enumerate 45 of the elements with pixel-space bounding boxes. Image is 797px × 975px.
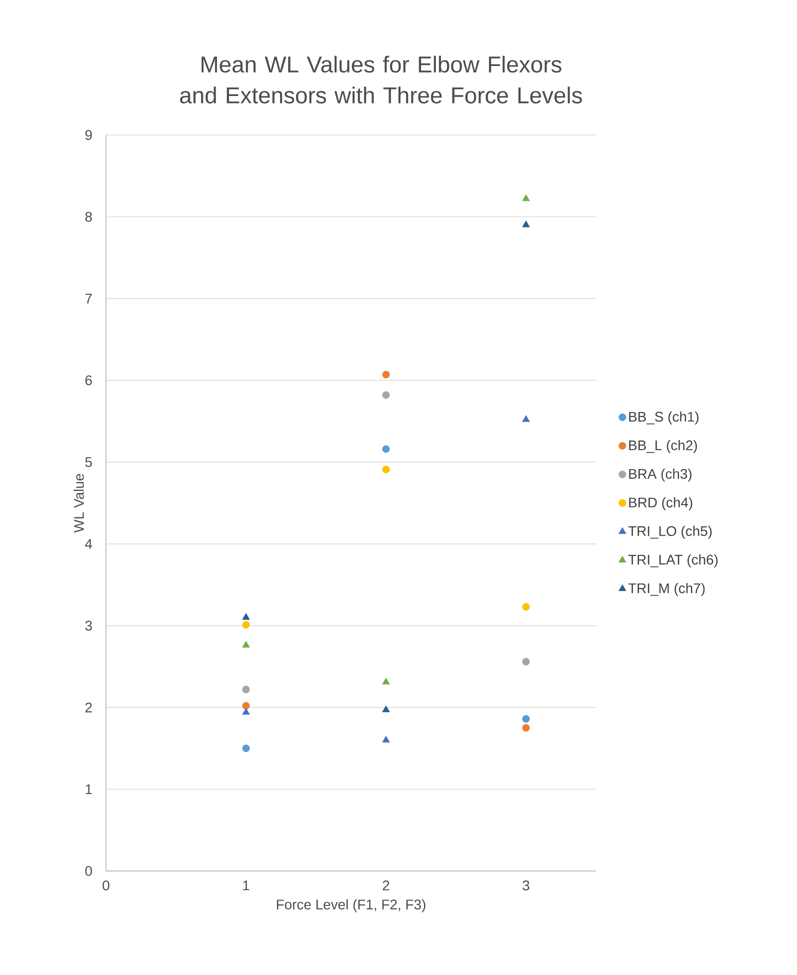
point <box>522 194 530 202</box>
point <box>522 724 530 732</box>
legend-label: TRI_M (ch7) <box>628 582 705 596</box>
y-tick-label: 8 <box>85 212 92 222</box>
point <box>522 603 530 611</box>
y-tick-label: 4 <box>85 539 92 549</box>
y-tick-label: 1 <box>86 784 92 794</box>
point <box>242 621 250 629</box>
point <box>242 686 250 694</box>
point <box>242 702 250 710</box>
point <box>382 370 390 378</box>
point <box>522 715 530 723</box>
y-tick-label: 7 <box>85 294 92 304</box>
legend-label: BRA (ch3) <box>629 468 692 482</box>
point <box>242 744 250 752</box>
x-axis-title: Force Level (F1, F2, F3) <box>276 899 426 912</box>
point <box>242 613 250 620</box>
chart-title: Mean WL Values for Elbow Flexors and Extensors with Three Force Levels <box>180 56 582 104</box>
legend-label: TRI_LO (ch5) <box>628 526 712 539</box>
point <box>522 415 530 422</box>
legend-label: BB_L (ch2) <box>629 440 697 454</box>
point <box>522 220 530 228</box>
x-tick-label: 1 <box>243 880 250 890</box>
legend-label: TRI_LAT (ch6) <box>628 554 718 568</box>
legend-label: BRD (ch4) <box>629 497 692 510</box>
x-tick-label: 2 <box>382 880 390 890</box>
point <box>382 391 390 399</box>
x-tick-label: 0 <box>102 880 110 890</box>
point <box>382 706 390 712</box>
y-tick-label: 2 <box>85 702 92 712</box>
y-axis-title: WL Value <box>74 474 84 533</box>
point <box>382 466 390 474</box>
y-tick-label: 9 <box>85 130 92 140</box>
legend-label: BB_S (ch1) <box>629 411 698 424</box>
x-tick-label: 3 <box>522 880 530 890</box>
y-tick-label: 6 <box>85 375 92 386</box>
point <box>382 736 390 742</box>
y-tick-label: 0 <box>85 866 92 876</box>
point <box>382 445 390 453</box>
point <box>382 678 390 684</box>
point <box>242 708 250 715</box>
y-tick-label: 3 <box>85 620 92 631</box>
point <box>522 658 530 666</box>
y-tick-label: 5 <box>85 457 92 467</box>
point <box>242 640 250 648</box>
